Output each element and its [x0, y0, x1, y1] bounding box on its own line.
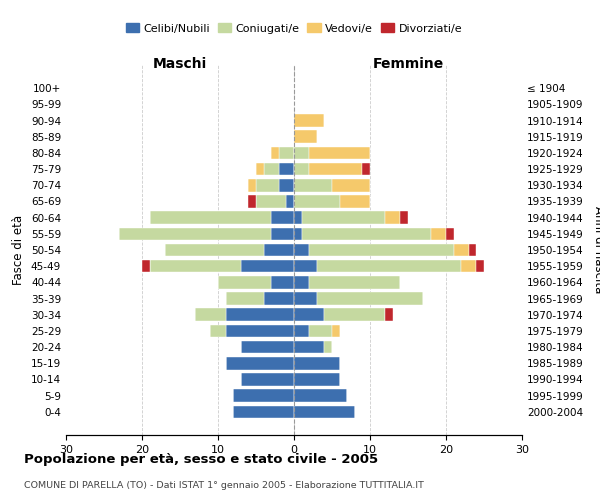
Bar: [211, 324, 226, 337]
Y-axis label: Fasce di età: Fasce di età: [13, 215, 25, 285]
Bar: [294, 260, 317, 272]
Bar: [309, 324, 332, 337]
Text: Maschi: Maschi: [153, 57, 207, 71]
Text: Popolazione per età, sesso e stato civile - 2005: Popolazione per età, sesso e stato civil…: [24, 452, 378, 466]
Bar: [385, 212, 400, 224]
Bar: [263, 244, 294, 256]
Bar: [309, 163, 362, 175]
Bar: [226, 308, 294, 321]
Bar: [476, 260, 484, 272]
Bar: [309, 276, 400, 288]
Bar: [294, 146, 309, 159]
Bar: [294, 114, 325, 127]
Bar: [294, 324, 309, 337]
Bar: [226, 324, 294, 337]
Legend: Celibi/Nubili, Coniugati/e, Vedovi/e, Divorziati/e: Celibi/Nubili, Coniugati/e, Vedovi/e, Di…: [121, 19, 467, 38]
Bar: [302, 212, 385, 224]
Bar: [294, 406, 355, 418]
Bar: [263, 292, 294, 305]
Bar: [400, 212, 408, 224]
Bar: [248, 195, 256, 208]
Bar: [218, 276, 271, 288]
Bar: [294, 341, 325, 353]
Bar: [294, 308, 325, 321]
Bar: [317, 260, 461, 272]
Bar: [325, 341, 332, 353]
Bar: [256, 195, 286, 208]
Bar: [294, 276, 309, 288]
Bar: [446, 228, 454, 240]
Bar: [279, 146, 294, 159]
Bar: [241, 341, 294, 353]
Bar: [294, 390, 347, 402]
Bar: [332, 324, 340, 337]
Bar: [294, 292, 317, 305]
Bar: [294, 212, 302, 224]
Bar: [294, 130, 317, 143]
Bar: [302, 228, 431, 240]
Bar: [454, 244, 469, 256]
Bar: [279, 163, 294, 175]
Bar: [263, 163, 279, 175]
Bar: [149, 212, 271, 224]
Bar: [325, 308, 385, 321]
Bar: [294, 163, 309, 175]
Bar: [309, 146, 370, 159]
Bar: [332, 179, 370, 192]
Bar: [256, 179, 279, 192]
Bar: [256, 163, 263, 175]
Bar: [294, 244, 309, 256]
Bar: [362, 163, 370, 175]
Bar: [271, 276, 294, 288]
Bar: [226, 357, 294, 370]
Bar: [149, 260, 241, 272]
Y-axis label: Anni di nascita: Anni di nascita: [592, 206, 600, 294]
Bar: [294, 373, 340, 386]
Bar: [279, 179, 294, 192]
Bar: [309, 244, 454, 256]
Text: COMUNE DI PARELLA (TO) - Dati ISTAT 1° gennaio 2005 - Elaborazione TUTTITALIA.IT: COMUNE DI PARELLA (TO) - Dati ISTAT 1° g…: [24, 481, 424, 490]
Bar: [431, 228, 446, 240]
Bar: [340, 195, 370, 208]
Bar: [233, 390, 294, 402]
Bar: [461, 260, 476, 272]
Bar: [294, 179, 332, 192]
Bar: [195, 308, 226, 321]
Bar: [142, 260, 149, 272]
Bar: [233, 406, 294, 418]
Bar: [226, 292, 263, 305]
Bar: [165, 244, 263, 256]
Text: Femmine: Femmine: [373, 57, 443, 71]
Bar: [385, 308, 393, 321]
Bar: [241, 373, 294, 386]
Bar: [248, 179, 256, 192]
Bar: [241, 260, 294, 272]
Bar: [294, 195, 340, 208]
Bar: [469, 244, 476, 256]
Bar: [271, 228, 294, 240]
Bar: [271, 146, 279, 159]
Bar: [119, 228, 271, 240]
Bar: [317, 292, 423, 305]
Bar: [286, 195, 294, 208]
Bar: [271, 212, 294, 224]
Bar: [294, 228, 302, 240]
Bar: [294, 357, 340, 370]
